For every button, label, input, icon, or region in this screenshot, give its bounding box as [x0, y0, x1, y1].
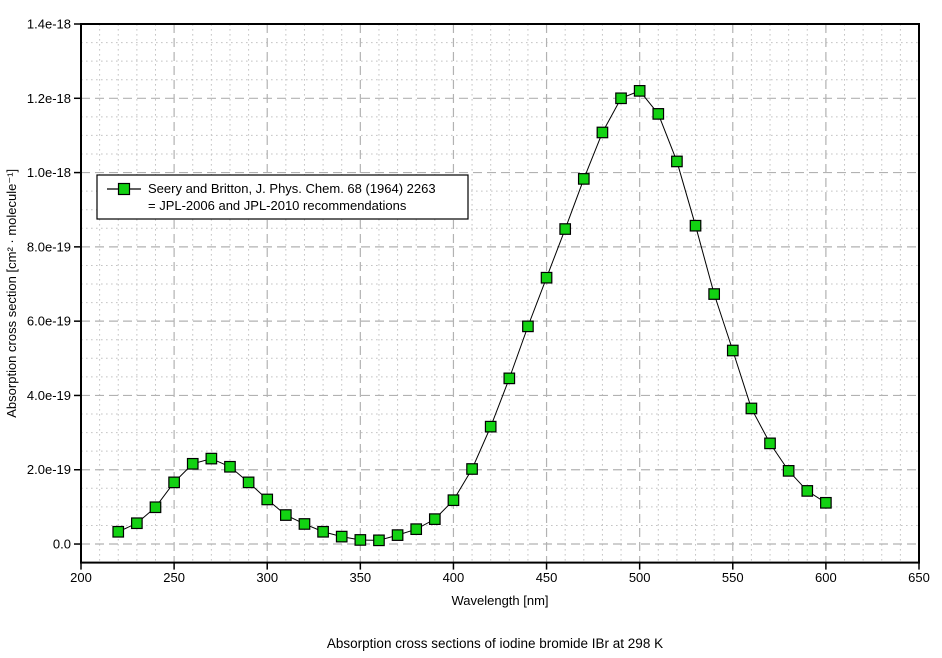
plot-frame: [80, 23, 920, 564]
data-point: [410, 523, 423, 536]
y-axis-title: Absorption cross section [cm² · molecule…: [4, 169, 19, 418]
data-point: [354, 534, 367, 546]
data-point: [726, 344, 739, 357]
data-point: [484, 420, 497, 433]
x-tick-label: 650: [908, 570, 930, 585]
y-tick-label: 0.0: [53, 537, 71, 552]
minor-gridlines: [81, 24, 919, 563]
x-tick-label: 200: [70, 570, 92, 585]
data-point: [745, 402, 758, 415]
data-point: [335, 530, 348, 543]
data-points: [112, 85, 832, 547]
y-tick-label: 1.0e-18: [27, 165, 71, 180]
data-point: [577, 173, 590, 185]
data-point: [671, 155, 683, 168]
data-point: [801, 485, 814, 497]
data-point: [261, 493, 274, 506]
data-point: [131, 517, 143, 530]
x-tick-label: 450: [536, 570, 558, 585]
data-point: [466, 463, 478, 475]
y-tick-label: 4.0e-19: [27, 388, 71, 403]
figure-caption: Absorption cross sections of iodine brom…: [326, 636, 664, 651]
data-point: [559, 223, 572, 235]
x-tick-label: 600: [815, 570, 837, 585]
legend-text-line2: = JPL-2006 and JPL-2010 recommendations: [148, 198, 407, 213]
y-tick-label: 6.0e-19: [27, 314, 71, 329]
data-point: [112, 525, 125, 538]
data-point: [186, 457, 199, 470]
data-point: [522, 320, 534, 333]
x-tick-label: 550: [722, 570, 744, 585]
legend: Seery and Britton, J. Phys. Chem. 68 (19…: [96, 174, 469, 220]
data-point: [689, 219, 702, 232]
x-tick-label: 350: [349, 570, 371, 585]
data-point: [205, 452, 218, 465]
data-point: [391, 529, 404, 541]
data-point: [633, 85, 646, 97]
data-point: [242, 476, 255, 489]
legend-marker-icon: [117, 182, 131, 196]
data-point: [224, 460, 236, 473]
y-tick-labels: 0.0 2.0e-19 4.0e-19 6.0e-19 8.0e-19 1.0e-18 1.…: [27, 17, 71, 552]
x-tick-label: 300: [256, 570, 278, 585]
x-tick-labels: 200 250 300 350 400 450 500 550 600 650: [70, 570, 930, 585]
data-point: [615, 92, 627, 105]
major-gridlines: [81, 24, 919, 563]
data-point: [149, 501, 162, 514]
legend-box: [96, 174, 469, 220]
data-point: [298, 518, 311, 530]
data-point: [764, 437, 776, 450]
y-tick-label: 1.2e-18: [27, 91, 71, 106]
data-point: [428, 513, 441, 525]
x-tick-label: 500: [629, 570, 651, 585]
data-point: [503, 372, 516, 385]
axis-ticks: [74, 23, 920, 570]
x-tick-label: 250: [163, 570, 185, 585]
data-point: [652, 108, 665, 120]
x-tick-label: 400: [443, 570, 465, 585]
y-tick-label: 2.0e-19: [27, 462, 71, 477]
x-axis-title: Wavelength [nm]: [451, 593, 548, 608]
data-point: [373, 534, 385, 547]
legend-text-line1: Seery and Britton, J. Phys. Chem. 68 (19…: [148, 181, 436, 196]
absorption-spectrum-chart: 200 250 300 350 400 450 500 550 600 650 0.0 2.0e-19…: [4, 17, 930, 609]
data-point: [782, 465, 795, 477]
data-point: [708, 288, 721, 300]
data-point: [447, 494, 460, 507]
y-tick-label: 8.0e-19: [27, 239, 71, 254]
data-point: [820, 496, 832, 509]
data-point: [540, 271, 553, 284]
data-point: [317, 525, 329, 538]
data-point: [168, 476, 180, 489]
data-point: [596, 126, 609, 139]
y-tick-label: 1.4e-18: [27, 17, 71, 32]
data-point: [279, 509, 292, 521]
